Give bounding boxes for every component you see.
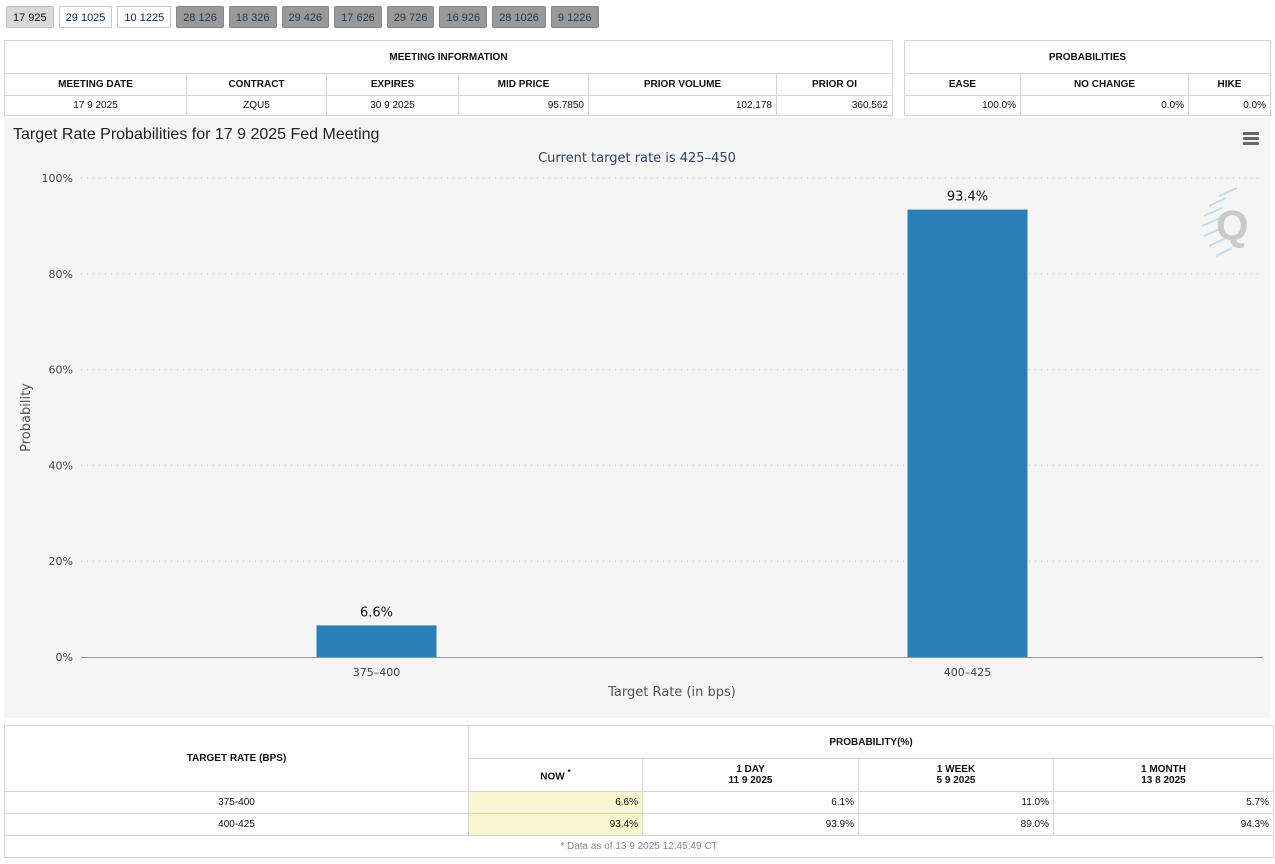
no-change-value: 0.0% <box>1020 95 1189 116</box>
probability-table: TARGET RATE (BPS) PROBABILITY(%) NOW * 1… <box>4 725 1274 858</box>
rate-cell: 375-400 <box>4 791 469 814</box>
ease-header: EASE <box>904 73 1021 96</box>
tab-meeting-4[interactable]: 18 326 <box>228 6 277 28</box>
expires-value: 30 9 2025 <box>326 95 459 116</box>
probabilities-table: PROBABILITIES EASE NO CHANGE HIKE 100.0%… <box>904 40 1271 116</box>
prob-cell-1month: 94.3% <box>1053 813 1274 836</box>
hike-value: 0.0% <box>1188 95 1271 116</box>
col-header-1day: 1 DAY 11 9 2025 <box>642 758 859 792</box>
y-tick-label: 60% <box>49 364 73 377</box>
prob-cell-1week: 11.0% <box>858 791 1054 814</box>
watermark-logo-icon: Q <box>1201 187 1249 257</box>
x-tick-label: 375–400 <box>353 666 401 679</box>
no-change-header: NO CHANGE <box>1020 73 1189 96</box>
meeting-date-value: 17 9 2025 <box>4 95 187 116</box>
meeting-tabs: 17 925 29 1025 10 1225 28 126 18 326 29 … <box>6 6 599 28</box>
tab-meeting-2[interactable]: 10 1225 <box>117 6 172 28</box>
chart-container: Target Rate Probabilities for 17 9 2025 … <box>4 118 1270 718</box>
col-1day-date: 11 9 2025 <box>728 775 773 786</box>
col-now-sup: * <box>567 767 571 778</box>
target-rate-header: TARGET RATE (BPS) <box>4 725 469 792</box>
y-tick-label: 80% <box>49 268 73 281</box>
meeting-info-table: MEETING INFORMATION MEETING DATE CONTRAC… <box>4 40 893 116</box>
col-header-1week: 1 WEEK 5 9 2025 <box>858 758 1054 792</box>
prior-volume-header: PRIOR VOLUME <box>588 73 777 96</box>
hamburger-menu-icon[interactable] <box>1243 132 1259 146</box>
y-axis-title: Probability <box>19 383 34 452</box>
probability-header: PROBABILITY(%) <box>468 725 1274 759</box>
y-tick-label: 20% <box>49 555 73 568</box>
x-axis-title: Target Rate (in bps) <box>607 685 736 700</box>
bar-value-label: 6.6% <box>360 605 393 620</box>
data-footnote: * Data as of 13 9 2025 12:45:49 CT <box>4 835 1274 858</box>
tab-meeting-6[interactable]: 17 626 <box>334 6 382 28</box>
prob-cell-now: 93.4% <box>468 813 643 836</box>
y-tick-label: 100% <box>42 172 73 185</box>
table-row: 375-400 6.6% 6.1% 11.0% 5.7% <box>4 791 1274 814</box>
tab-meeting-10[interactable]: 9 1226 <box>550 6 599 28</box>
prob-cell-1month: 5.7% <box>1053 791 1274 814</box>
bar-value-label: 93.4% <box>947 190 988 205</box>
mid-price-value: 95.7850 <box>458 95 589 116</box>
prob-cell-1week: 89.0% <box>858 813 1054 836</box>
col-1month-label: 1 MONTH <box>1141 764 1186 775</box>
tab-meeting-0[interactable]: 17 925 <box>6 6 54 28</box>
tab-meeting-8[interactable]: 16 926 <box>439 6 488 28</box>
prior-oi-value: 360,562 <box>776 95 893 116</box>
bar-chart: Q 0% 20% 40% 60% 80% 100% 6.6% 375–400 93.4% 400–… <box>19 172 1263 700</box>
bar <box>907 209 1028 657</box>
tab-meeting-5[interactable]: 29 426 <box>281 6 330 28</box>
svg-text:Q: Q <box>1216 202 1249 249</box>
ease-value: 100.0% <box>904 95 1021 116</box>
col-1week-label: 1 WEEK <box>936 764 976 775</box>
x-tick-label: 400–425 <box>944 666 992 679</box>
prior-oi-header: PRIOR OI <box>776 73 893 96</box>
meeting-info-title: MEETING INFORMATION <box>4 40 893 74</box>
meeting-date-header: MEETING DATE <box>4 73 187 96</box>
table-row: 400-425 93.4% 93.9% 89.0% 94.3% <box>4 813 1274 836</box>
prob-cell-now: 6.6% <box>468 791 643 814</box>
rate-cell: 400-425 <box>4 813 469 836</box>
y-tick-label: 0% <box>56 651 73 664</box>
col-1month-date: 13 8 2025 <box>1141 775 1186 786</box>
prior-volume-value: 102,178 <box>588 95 777 116</box>
col-header-now: NOW * <box>468 758 643 792</box>
hike-header: HIKE <box>1188 73 1271 96</box>
expires-header: EXPIRES <box>326 73 459 96</box>
bar <box>316 625 437 657</box>
prob-cell-1day: 93.9% <box>642 813 859 836</box>
chart-title: Target Rate Probabilities for 17 9 2025 … <box>13 126 380 143</box>
col-1week-date: 5 9 2025 <box>936 775 976 786</box>
prob-cell-1day: 6.1% <box>642 791 859 814</box>
contract-header: CONTRACT <box>186 73 327 96</box>
col-header-1month: 1 MONTH 13 8 2025 <box>1053 758 1274 792</box>
y-tick-label: 40% <box>49 459 73 472</box>
tab-meeting-7[interactable]: 29 726 <box>386 6 435 28</box>
chart-subtitle: Current target rate is 425–450 <box>538 151 736 166</box>
mid-price-header: MID PRICE <box>458 73 589 96</box>
probabilities-title: PROBABILITIES <box>904 40 1271 74</box>
col-1day-label: 1 DAY <box>736 764 765 775</box>
tab-meeting-1[interactable]: 29 1025 <box>58 6 113 28</box>
contract-value: ZQU5 <box>186 95 327 116</box>
tab-meeting-9[interactable]: 28 1026 <box>492 6 546 28</box>
tab-meeting-3[interactable]: 28 126 <box>176 6 224 28</box>
col-now-label: NOW <box>540 771 565 783</box>
